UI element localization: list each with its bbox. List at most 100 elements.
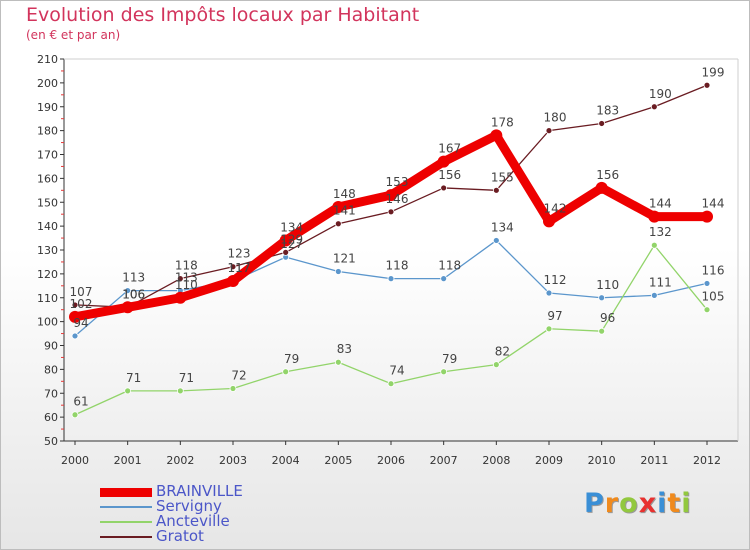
series-point-ancteville: [440, 368, 448, 376]
series-point-gratot: [282, 248, 290, 256]
y-tick-label: 200: [37, 77, 58, 90]
series-point-brainville: [69, 310, 81, 323]
data-label: 117: [228, 261, 251, 275]
series-point-ancteville: [282, 368, 290, 376]
logo-letter: i: [681, 488, 692, 519]
series-point-ancteville: [71, 411, 79, 419]
logo-letter: P: [584, 488, 605, 519]
series-point-gratot: [703, 81, 711, 89]
data-label: 180: [544, 111, 567, 125]
y-tick-label: 190: [37, 101, 58, 114]
data-label: 79: [284, 352, 299, 366]
data-label: 146: [386, 192, 409, 206]
data-label: 72: [231, 368, 246, 382]
data-label: 178: [491, 115, 514, 129]
legend-label: Servigny: [156, 497, 222, 515]
data-label: 102: [70, 297, 93, 311]
series-point-ancteville: [334, 358, 342, 366]
logo-letter: o: [619, 488, 639, 519]
data-label: 144: [649, 197, 672, 211]
logo-letter: i: [657, 488, 668, 519]
legend-swatch: [100, 521, 152, 523]
data-label: 117: [228, 261, 251, 275]
series-point-ancteville: [703, 306, 711, 314]
series-point-brainville: [595, 181, 608, 194]
series-point-ancteville: [598, 327, 606, 335]
data-label: 82: [495, 345, 510, 359]
data-label: 71: [126, 371, 141, 385]
series-point-gratot: [440, 184, 448, 192]
series-point-gratot: [334, 220, 342, 228]
x-tick-label: 2002: [166, 454, 194, 467]
series-point-ancteville: [176, 387, 184, 395]
data-label: 83: [337, 342, 352, 356]
data-label: 155: [491, 170, 514, 184]
data-label: 71: [179, 371, 194, 385]
series-point-servigny: [492, 237, 500, 244]
data-label: 144: [702, 197, 725, 211]
x-tick-label: 2004: [272, 454, 300, 467]
series-point-servigny: [71, 332, 79, 340]
y-tick-label: 130: [37, 244, 58, 257]
data-label: 132: [649, 225, 672, 239]
x-tick-label: 2010: [588, 454, 616, 467]
series-point-brainville: [385, 189, 397, 202]
data-label: 127: [280, 237, 303, 251]
y-tick-label: 140: [37, 220, 58, 233]
data-label: 156: [438, 168, 461, 182]
series-point-gratot: [229, 263, 237, 271]
logo-letter: x: [638, 488, 658, 519]
series-point-ancteville: [650, 241, 658, 249]
series-point-gratot: [545, 127, 553, 135]
data-label: 134: [491, 220, 514, 234]
data-label: 134: [280, 220, 303, 234]
series-point-ancteville: [492, 361, 500, 369]
y-tick-label: 210: [37, 53, 58, 66]
data-label: 153: [386, 175, 409, 189]
data-label: 97: [547, 309, 562, 323]
proxiti-logo: Proxiti: [584, 488, 692, 519]
y-tick-label: 160: [37, 172, 58, 185]
legend-label: Gratot: [156, 527, 204, 545]
series-point-ancteville: [545, 325, 553, 333]
series-point-servigny: [703, 280, 711, 287]
x-tick-label: 2000: [61, 454, 89, 467]
data-label: 106: [122, 287, 145, 301]
y-tick-label: 80: [44, 363, 58, 376]
data-label: 112: [544, 273, 567, 287]
series-point-brainville: [437, 155, 450, 168]
series-point-brainville: [701, 210, 713, 223]
data-label: 118: [386, 259, 409, 273]
data-label: 113: [175, 271, 198, 285]
series-point-brainville: [227, 275, 239, 288]
series-point-gratot: [650, 103, 658, 111]
series-point-gratot: [492, 186, 500, 194]
x-tick-label: 2003: [219, 454, 247, 467]
data-label: 105: [702, 290, 725, 304]
x-tick-label: 2007: [430, 454, 458, 467]
x-tick-label: 2006: [377, 454, 405, 467]
data-label: 183: [596, 103, 619, 117]
series-point-gratot: [176, 275, 184, 283]
y-tick-label: 50: [44, 435, 58, 448]
series-point-brainville: [174, 291, 187, 304]
data-label: 110: [596, 278, 619, 292]
series-point-brainville: [543, 215, 555, 228]
data-label: 61: [73, 395, 88, 409]
logo-letter: r: [604, 488, 620, 519]
y-tick-label: 180: [37, 125, 58, 138]
series-point-brainville: [490, 129, 503, 142]
data-label: 74: [389, 364, 404, 378]
data-label: 123: [228, 247, 251, 261]
x-tick-label: 2011: [640, 454, 668, 467]
series-point-gratot: [387, 208, 395, 216]
legend-swatch: [100, 536, 152, 538]
data-label: 96: [600, 311, 615, 325]
series-point-servigny: [545, 289, 553, 297]
data-label: 121: [333, 251, 356, 265]
x-tick-label: 2005: [324, 454, 352, 467]
legend-swatch: [100, 487, 152, 497]
series-point-gratot: [71, 301, 79, 309]
